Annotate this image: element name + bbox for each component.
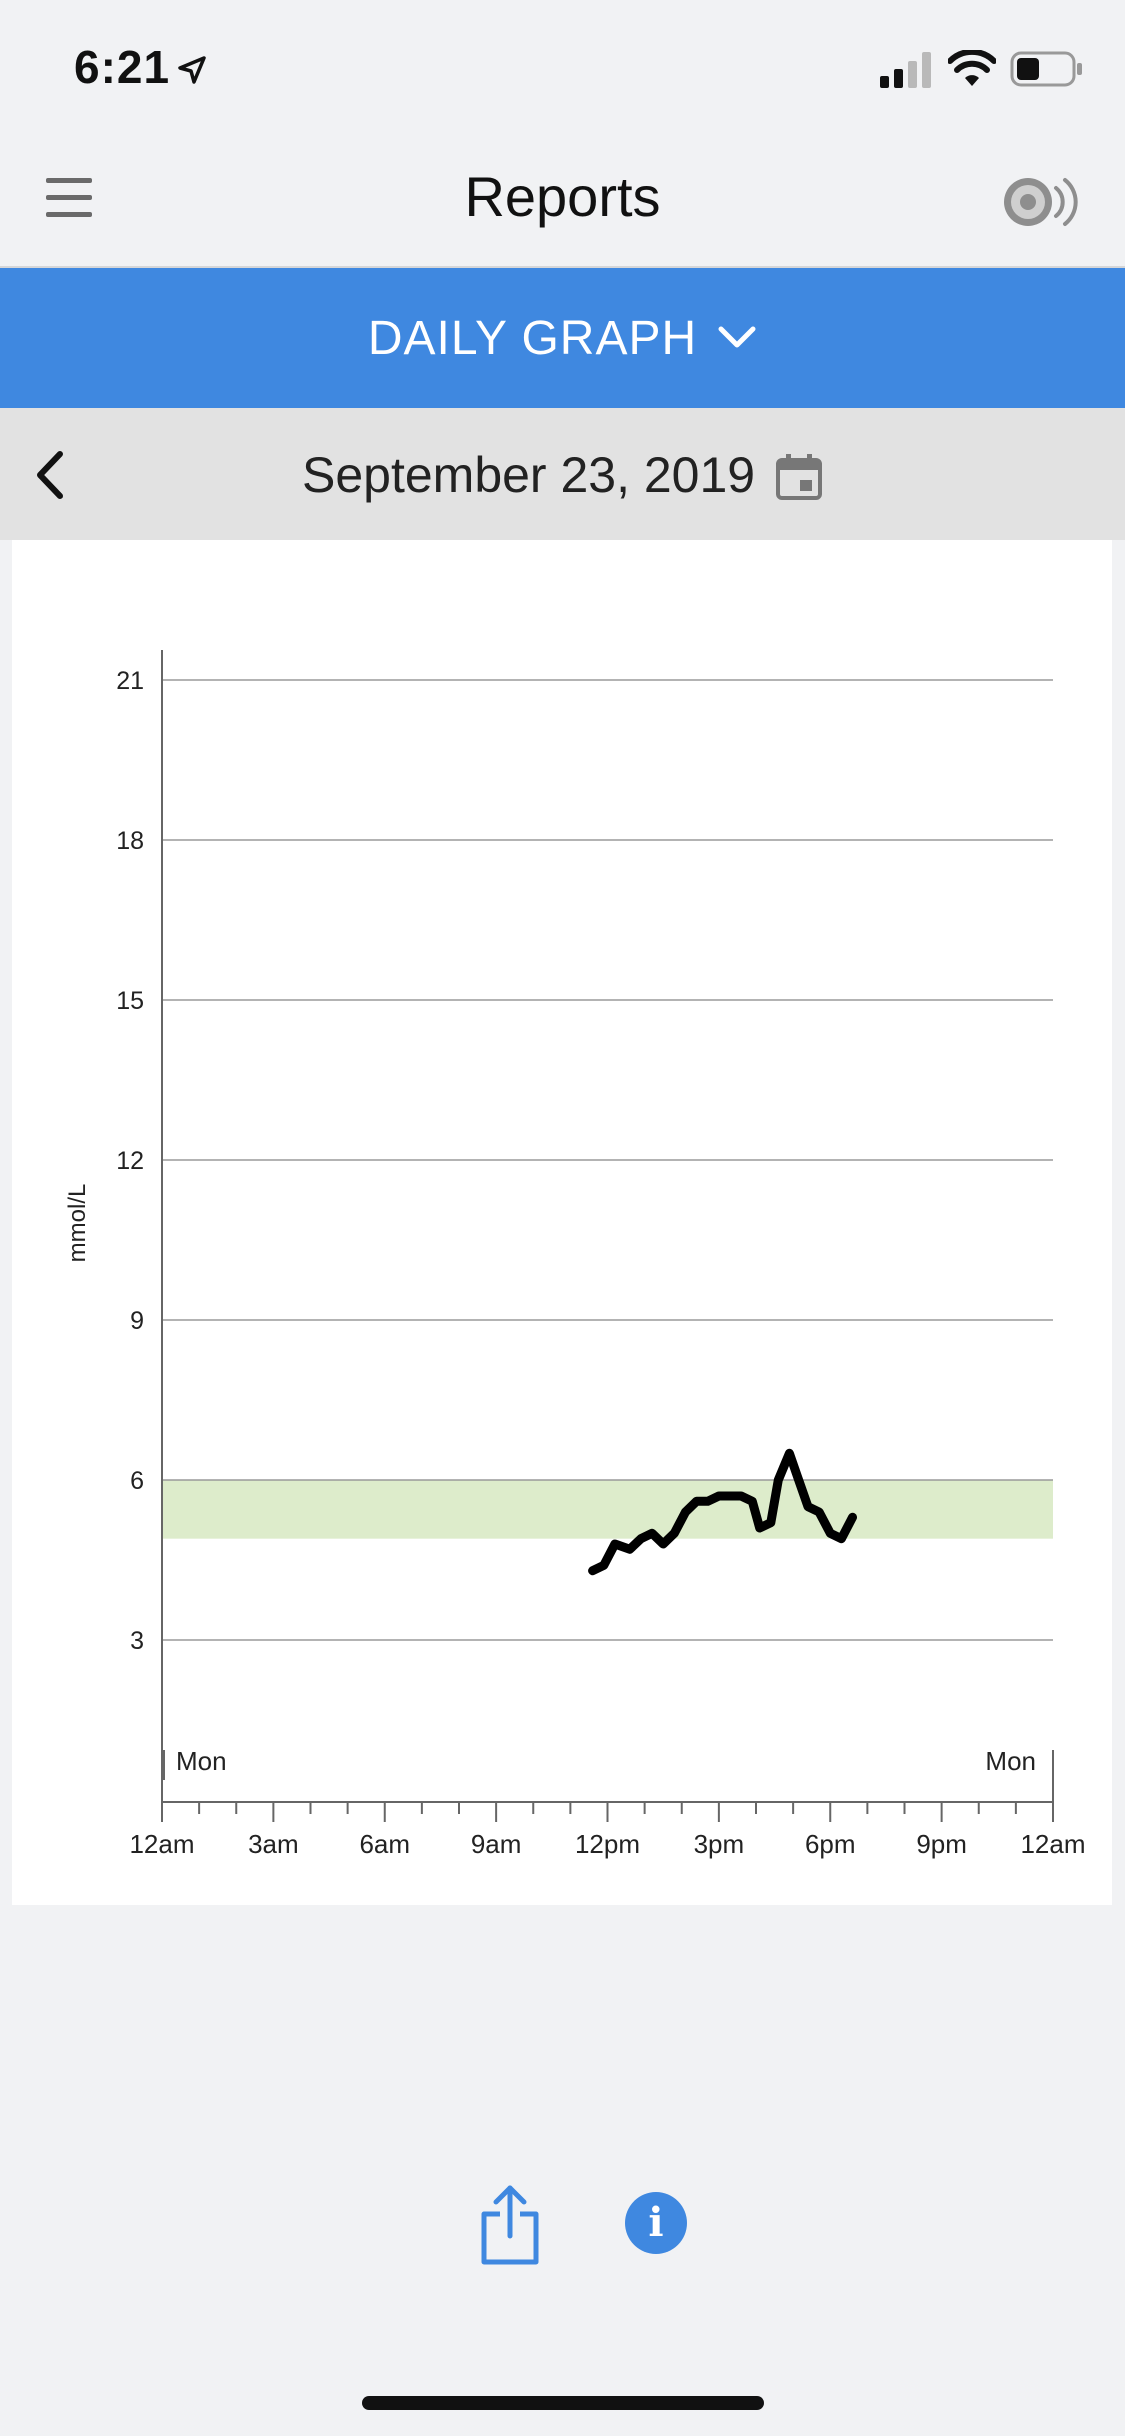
x-tick-label: 3am — [248, 1829, 299, 1859]
y-tick-label: 3 — [130, 1627, 144, 1655]
target-range-band — [162, 1480, 1053, 1539]
page-title: Reports — [464, 165, 661, 228]
cellular-signal-icon — [880, 52, 931, 88]
wifi-icon — [948, 50, 996, 86]
calendar-icon[interactable] — [774, 452, 824, 502]
home-indicator — [362, 2396, 764, 2410]
location-arrow-icon — [178, 56, 206, 84]
x-tick-label: 9am — [471, 1829, 522, 1859]
hamburger-menu-icon[interactable] — [46, 178, 96, 218]
chevron-left-icon[interactable] — [30, 448, 70, 502]
x-tick-label: 6am — [359, 1829, 410, 1859]
y-tick-label: 6 — [130, 1467, 144, 1495]
y-tick-label: 12 — [116, 1147, 144, 1175]
app-header: Reports — [0, 134, 1125, 268]
chevron-down-icon — [718, 326, 756, 348]
y-tick-label: 21 — [116, 667, 144, 695]
day-end-label: Mon — [985, 1746, 1036, 1776]
selected-date: September 23, 2019 — [302, 447, 756, 503]
info-button[interactable]: i — [625, 2192, 687, 2254]
x-tick-label: 3pm — [694, 1829, 745, 1859]
x-tick-label: 12pm — [575, 1829, 640, 1859]
glucose-series-line — [588, 1448, 857, 1576]
report-type-dropdown[interactable]: DAILY GRAPH — [0, 268, 1125, 408]
x-tick-label: 6pm — [805, 1829, 856, 1859]
status-bar: 6:21 — [0, 0, 1125, 134]
date-navigation: September 23, 2019 — [0, 408, 1125, 540]
daily-graph-card: 3 6 9 12 15 18 21 12am 3am 6am 9am 12pm 3pm 6pm 9pm 12a… — [12, 540, 1112, 1905]
x-tick-label: 12am — [129, 1829, 194, 1859]
y-tick-label: 15 — [116, 987, 144, 1015]
x-tick-label: 9pm — [916, 1829, 967, 1859]
battery-icon — [1010, 51, 1082, 87]
share-icon[interactable] — [478, 2184, 542, 2266]
y-tick-label: 18 — [116, 827, 144, 855]
x-tick-label: 12am — [1020, 1829, 1085, 1859]
status-time: 6:21 — [74, 41, 171, 93]
report-type-label: DAILY GRAPH — [367, 311, 698, 365]
y-axis-label: mmol/L — [64, 1184, 91, 1263]
glucose-daily-chart: 3 6 9 12 15 18 21 12am 3am 6am 9am 12pm 3pm 6pm 9pm 12a… — [64, 650, 1086, 1859]
y-tick-label: 9 — [130, 1307, 144, 1335]
day-start-label: Mon — [176, 1746, 227, 1776]
sensor-sound-icon[interactable] — [998, 170, 1080, 234]
